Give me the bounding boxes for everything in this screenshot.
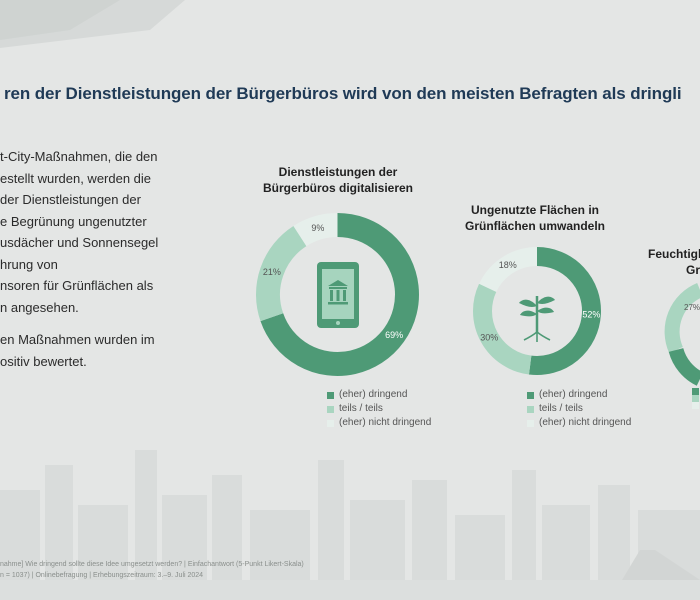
- donut-slice-label: 21%: [263, 267, 281, 277]
- legend-label: (eher) dringend: [339, 389, 408, 400]
- donut-slice: [473, 283, 532, 375]
- donut-slice: [479, 247, 538, 293]
- donut-slice-label: 18%: [499, 260, 517, 270]
- legend-swatch: [327, 405, 334, 413]
- legend-swatch: [692, 395, 699, 402]
- summary-line: e Begrünung ungenutzter: [0, 213, 147, 229]
- chart-1-legend: (eher) dringend teils / teils (eher) nic…: [327, 388, 431, 430]
- summary-line: der Dienstleistungen der: [0, 192, 141, 207]
- chart-title-line: Dienstleistungen der: [278, 165, 398, 179]
- legend-swatch: [527, 419, 534, 427]
- footnote-line: nahme] Wie dringend sollte diese Idee um…: [0, 561, 304, 568]
- plant-icon: [519, 296, 555, 342]
- legend-swatch: [327, 419, 334, 427]
- summary-line: ositiv bewertet.: [0, 353, 87, 369]
- chart-3-legend-partial: [692, 388, 700, 409]
- legend-item: teils / teils: [327, 402, 431, 416]
- legend-swatch: [327, 391, 334, 399]
- chart-1-title: Dienstleistungen der Bürgerbüros digital…: [253, 164, 423, 196]
- donut-chart-feuchtigkeit-partial: 27%: [664, 283, 700, 386]
- chart-2-legend: (eher) dringend teils / teils (eher) nic…: [527, 388, 631, 430]
- donut-slice-label: 69%: [385, 330, 403, 340]
- summary-line: hrung von: [0, 256, 58, 272]
- chart-3-slice-label: 27%: [684, 303, 700, 312]
- legend-swatch: [692, 402, 699, 409]
- legend-label: teils / teils: [539, 403, 583, 414]
- legend-item: teils / teils: [527, 402, 631, 416]
- summary-line: t-City-Maßnahmen, die den: [0, 149, 158, 164]
- tablet-bank-icon: [317, 262, 359, 328]
- legend-swatch: [692, 388, 699, 395]
- summary-line: en Maßnahmen wurden im: [0, 332, 155, 347]
- chart-title-line: Bürgerbüros digitalisieren: [262, 181, 414, 195]
- donut-slice-label: 9%: [311, 223, 324, 233]
- legend-label: (eher) nicht dringend: [339, 417, 432, 428]
- slide-title: ren der Dienstleistungen der Bürgerbüros…: [4, 84, 682, 103]
- legend-item: (eher) nicht dringend: [327, 416, 431, 430]
- donut-slice-label: 52%: [582, 309, 600, 319]
- chart-title-line: Grünflächen umwandeln: [464, 219, 605, 233]
- chart-title-line: Feuchtigk: [648, 247, 700, 261]
- chart-title-line: Ungenutzte Flächen in: [470, 203, 599, 217]
- chart-title-line: Gr: [686, 263, 700, 277]
- donut-slice: [528, 247, 601, 375]
- footnote-line: n = 1037) | Onlinebefragung | Erhebungsz…: [0, 572, 204, 579]
- legend-swatch: [527, 391, 534, 399]
- legend-item: [692, 402, 700, 409]
- legend-item: (eher) dringend: [327, 388, 431, 402]
- chart-2-title: Ungenutzte Flächen in Grünflächen umwand…: [460, 202, 610, 234]
- city-skyline-background: [0, 450, 700, 600]
- legend-item: (eher) nicht dringend: [527, 416, 631, 430]
- summary-line: nsoren für Grünflächen als: [0, 278, 154, 293]
- legend-item: (eher) dringend: [527, 388, 631, 402]
- corner-decoration: [0, 0, 185, 48]
- donut-slice: [293, 213, 339, 247]
- summary-text: t-City-Maßnahmen, die den estellt wurden…: [0, 146, 240, 372]
- donut-chart-gruenflaechen: 52% 30% 18%: [473, 247, 601, 375]
- summary-line: estellt wurden, werden die: [0, 170, 152, 186]
- summary-line: usdächer und Sonnensegel: [0, 235, 159, 250]
- donut-chart-digitalisieren: 69% 21% 9%: [256, 213, 419, 376]
- legend-swatch: [527, 405, 534, 413]
- donut-slice: [256, 225, 307, 322]
- chart-3-title: Feuchtigk Gr: [648, 246, 700, 278]
- donut-slice: [260, 213, 419, 376]
- legend-label: teils / teils: [339, 403, 383, 414]
- legend-item: [692, 395, 700, 402]
- source-footnote: nahme] Wie dringend sollte diese Idee um…: [0, 559, 304, 581]
- legend-label: (eher) nicht dringend: [539, 417, 632, 428]
- legend-item: [692, 388, 700, 395]
- donut-slice-label: 30%: [480, 332, 498, 342]
- legend-label: (eher) dringend: [539, 389, 608, 400]
- summary-line: n angesehen.: [0, 299, 79, 315]
